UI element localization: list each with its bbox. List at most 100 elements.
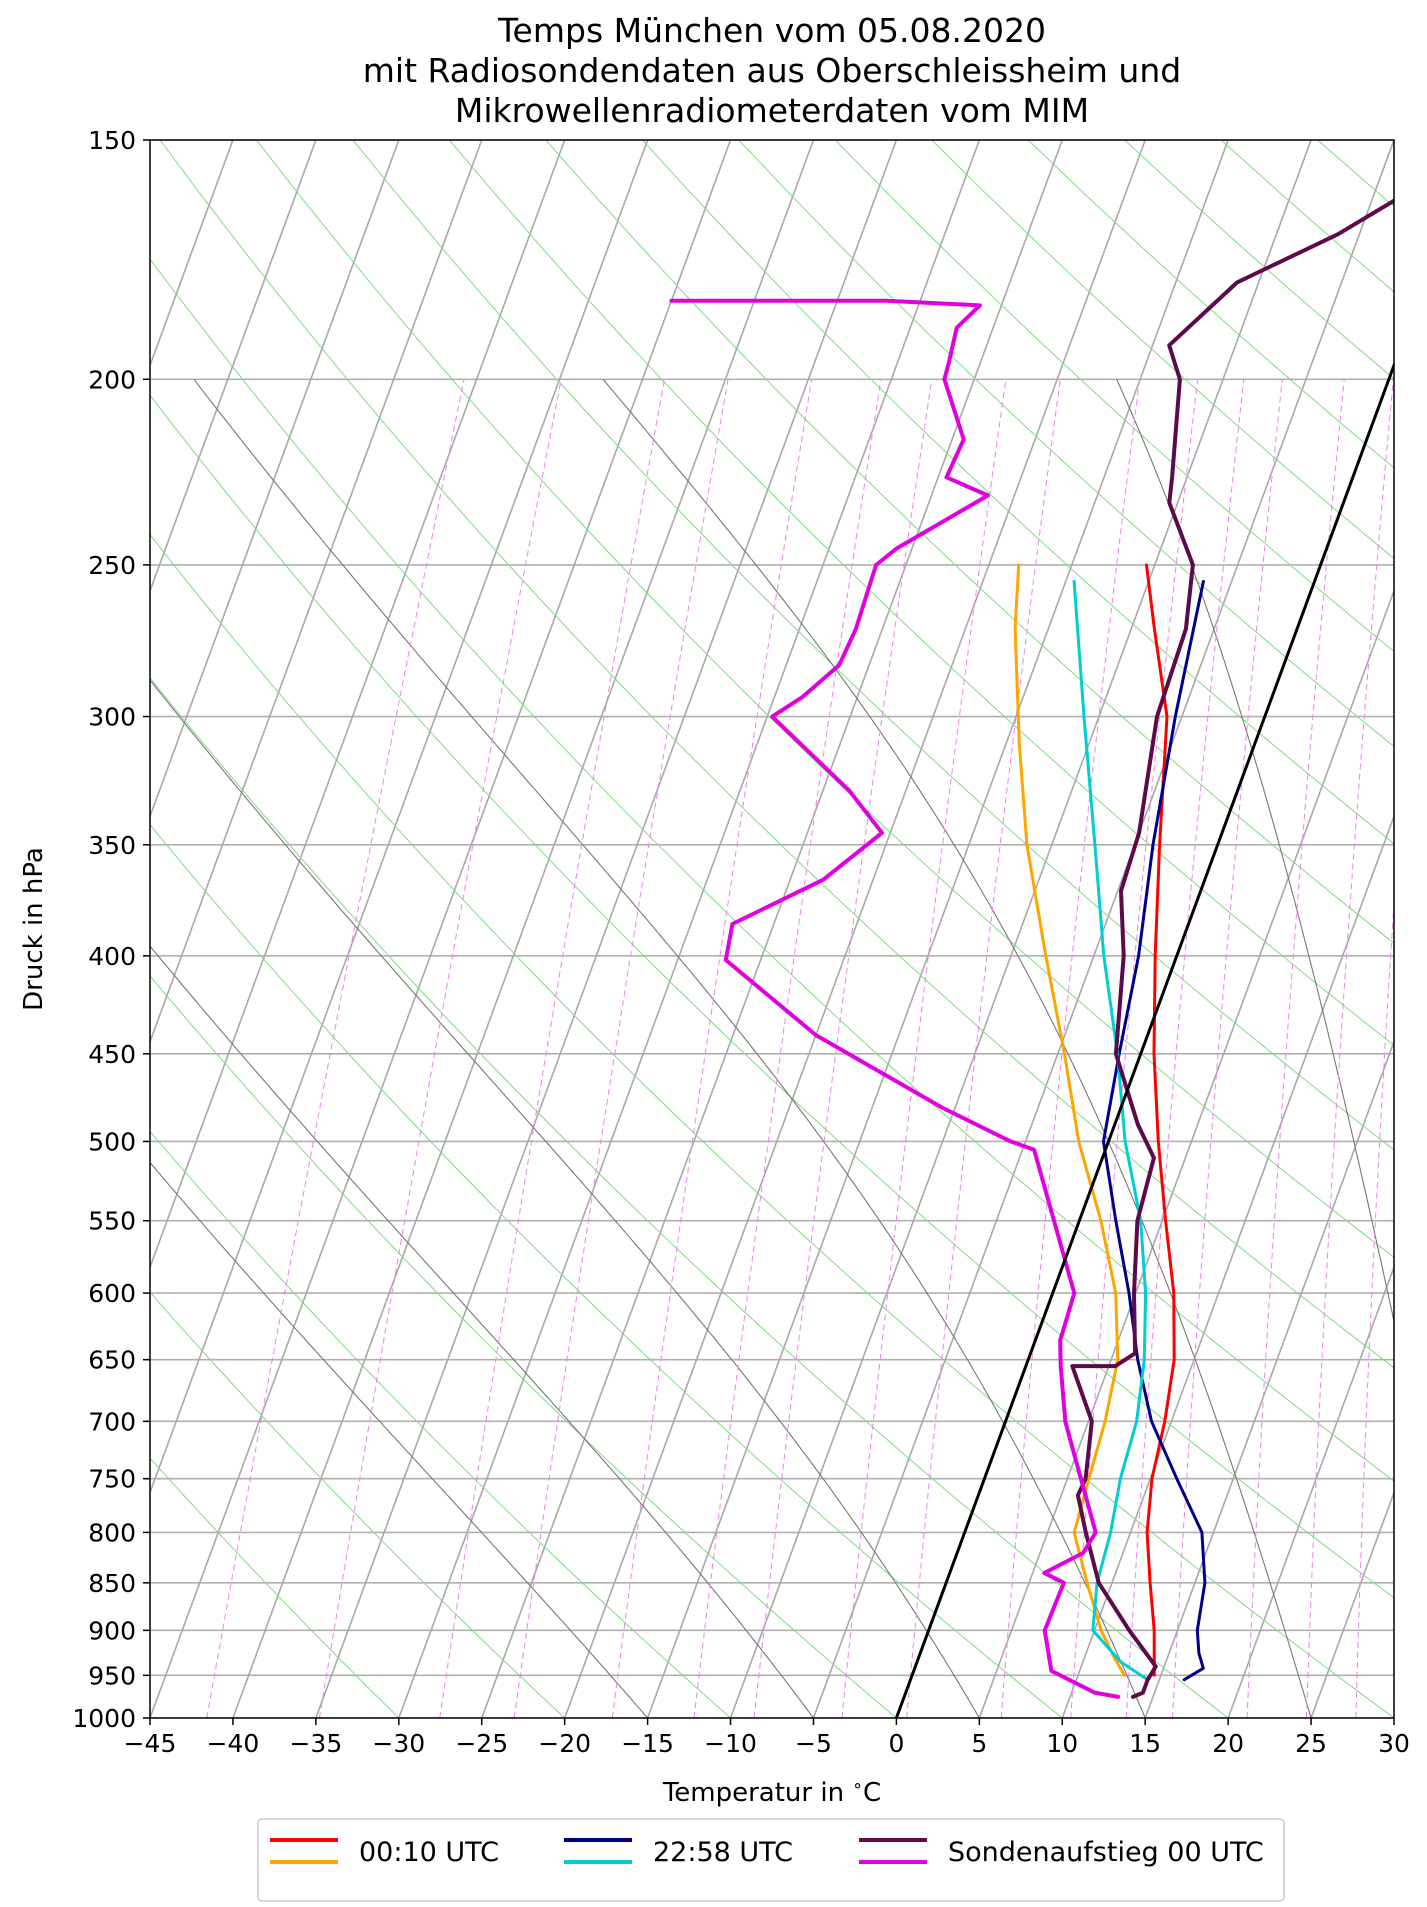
y-tick-label: 650 <box>88 1346 136 1375</box>
x-tick-label: −30 <box>372 1729 425 1758</box>
x-tick-label: −15 <box>621 1729 674 1758</box>
dry-adiabat-line <box>738 140 1394 748</box>
x-axis-label-text: Temperatur in <box>662 1778 853 1808</box>
dry-adiabat-line <box>1220 140 1394 293</box>
dry-adiabat-line <box>150 258 1394 1482</box>
chart-title: Temps München vom 05.08.2020 mit Radioso… <box>363 11 1181 130</box>
y-tick-label: 350 <box>88 831 136 860</box>
plot-frame <box>149 139 1395 1719</box>
dry-adiabat-line <box>1414 140 1427 1718</box>
dry-adiabat-line <box>834 140 1394 653</box>
series-line-3 <box>1072 579 1150 1682</box>
moist-adiabat-line <box>1116 379 1394 1324</box>
x-tick-label: −45 <box>124 1729 177 1758</box>
moist-adiabat-line <box>150 945 814 1718</box>
x-tick-label: −40 <box>207 1729 260 1758</box>
isotherm-line <box>646 140 1229 1718</box>
isotherm-line <box>812 140 1394 1718</box>
y-tick-label: 850 <box>88 1569 136 1598</box>
dry-adiabat-line <box>150 1457 400 1718</box>
x-tick-label: −20 <box>538 1729 591 1758</box>
chart-title-line-2: mit Radiosondendaten aus Oberschleisshei… <box>363 51 1181 90</box>
mixing-ratio-line <box>1125 379 1245 1718</box>
dry-adiabat-line <box>150 823 1063 1718</box>
moist-adiabat-line <box>150 1161 649 1718</box>
dry-adiabat-line <box>641 140 1394 845</box>
y-tick-label: 150 <box>88 126 136 155</box>
x-axis-label-unit: C <box>863 1778 881 1808</box>
isotherm-line <box>150 140 400 819</box>
x-tick-label: 15 <box>1129 1729 1161 1758</box>
y-tick-label: 900 <box>88 1616 136 1645</box>
mixing-ratio-line <box>1171 379 1283 1718</box>
dry-adiabat-line <box>150 1130 731 1718</box>
y-axis: 150 200 250 300 350 400 450 500 550 600 650 700 750 8… <box>72 126 150 1733</box>
y-tick-label: 750 <box>88 1465 136 1494</box>
series-line-2 <box>1102 579 1207 1682</box>
mixing-ratio-line <box>439 379 665 1718</box>
plot-series <box>669 198 1394 1718</box>
isotherm-line <box>315 140 898 1718</box>
y-tick-label: 700 <box>88 1407 136 1436</box>
plot-grid <box>150 140 1427 1718</box>
y-tick-label: 500 <box>88 1127 136 1156</box>
dry-adiabat-line <box>159 140 1394 1369</box>
mixing-ratio-line <box>841 379 1007 1718</box>
mixing-ratio-line <box>693 379 882 1718</box>
dry-adiabat-line <box>150 1291 566 1718</box>
dry-adiabat-line <box>352 140 1394 1151</box>
y-tick-label: 300 <box>88 703 136 732</box>
legend-label-1: 22:58 UTC <box>653 1837 793 1868</box>
series-line-4 <box>1070 198 1394 1699</box>
isotherm-line <box>1061 813 1394 1718</box>
y-tick-label: 950 <box>88 1661 136 1690</box>
mixing-ratio-line <box>1246 379 1345 1718</box>
dry-adiabat-line <box>256 140 1394 1258</box>
mixing-ratio-line <box>318 379 562 1718</box>
isotherm-line <box>978 588 1394 1718</box>
isotherm-line <box>1310 1490 1394 1718</box>
y-tick-label: 600 <box>88 1279 136 1308</box>
legend: 00:10 UTC 22:58 UTC Sondenaufstieg 00 UT… <box>257 1818 1285 1902</box>
isotherm-line <box>1393 1715 1394 1718</box>
isotherm-line <box>398 140 981 1718</box>
y-tick-label: 800 <box>88 1518 136 1547</box>
dry-adiabat-line <box>1124 140 1394 380</box>
y-tick-label: 550 <box>88 1207 136 1236</box>
isotherm-line <box>1144 1039 1394 1718</box>
series-line-0 <box>1145 563 1176 1677</box>
series-line-5 <box>669 298 1121 1699</box>
y-tick-label: 200 <box>88 365 136 394</box>
y-tick-label: 400 <box>88 942 136 971</box>
x-tick-label: −25 <box>455 1729 508 1758</box>
y-tick-label: 1000 <box>72 1704 136 1733</box>
isotherm-line <box>480 140 1064 1718</box>
chart-title-line-3: Mikrowellenradiometerdaten vom MIM <box>455 91 1089 130</box>
x-tick-label: 20 <box>1212 1729 1244 1758</box>
y-tick-label: 250 <box>88 551 136 580</box>
x-tick-label: 30 <box>1378 1729 1410 1758</box>
chart-title-line-1: Temps München vom 05.08.2020 <box>497 11 1046 50</box>
dry-adiabat-line <box>150 975 897 1718</box>
isotherm-line <box>150 140 483 1045</box>
mixing-ratio-line <box>753 379 933 1718</box>
mixing-ratio-line <box>206 379 465 1718</box>
x-tick-label: 5 <box>971 1729 987 1758</box>
moist-adiabat-line <box>150 679 980 1718</box>
dry-adiabat-line <box>449 140 1394 1046</box>
legend-label-0: 00:10 UTC <box>359 1837 499 1868</box>
x-tick-label: 0 <box>888 1729 904 1758</box>
mixing-ratio-line <box>1306 379 1394 1718</box>
dry-adiabat-line <box>1317 140 1394 207</box>
dry-adiabat-line <box>150 533 1394 1718</box>
y-axis-label: Druck in hPa <box>19 847 49 1011</box>
x-axis: −45 −40 −35 −30 −25 −20 −15 −10 −5 0 5 10 15 20 25 30 <box>124 1718 1410 1758</box>
moist-adiabat-line <box>602 378 1312 1718</box>
dry-adiabat-line <box>545 140 1394 944</box>
x-tick-label: −5 <box>795 1729 832 1758</box>
legend-label-2: Sondenaufstieg 00 UTC <box>948 1837 1264 1868</box>
series-line-1 <box>1013 563 1126 1677</box>
isotherm-line <box>150 140 317 594</box>
mixing-ratio-line <box>1398 379 1427 1718</box>
